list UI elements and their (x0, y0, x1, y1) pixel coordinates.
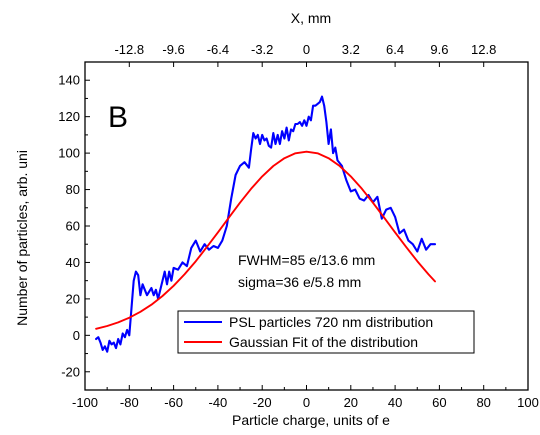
y-tick-label: 20 (66, 291, 80, 306)
x-tick-label: 40 (388, 395, 402, 410)
series-layer (95, 95, 437, 353)
x2-tick-label: 6.4 (386, 42, 404, 57)
top-axis-ticks: -12.8 -9.6 -6.4 -3.2 0 3.2 6.4 9.6 12.8 (114, 42, 496, 67)
legend: PSL particles 720 nm distribution Gaussi… (177, 310, 475, 354)
x2-tick-label: -3.2 (251, 42, 273, 57)
x2-tick-label: -6.4 (207, 42, 229, 57)
legend-label-gaussian: Gaussian Fit of the distribution (229, 334, 418, 350)
x2-tick-label: 9.6 (430, 42, 448, 57)
x2-tick-label: 12.8 (471, 42, 496, 57)
x-tick-label: 60 (432, 395, 446, 410)
x2-tick-label: 0 (303, 42, 310, 57)
y-axis-title: Number of particles, arb. uni (14, 150, 30, 326)
x-tick-label: 20 (344, 395, 358, 410)
x-tick-label: 0 (303, 395, 310, 410)
y-tick-label: 80 (66, 182, 80, 197)
x2-tick-label: 3.2 (342, 42, 360, 57)
x-axis-ticks: -100 -80 -60 -40 -20 0 20 40 60 80 100 (72, 385, 539, 410)
x-tick-label: -60 (164, 395, 183, 410)
y-tick-label: 40 (66, 255, 80, 270)
x-tick-label: 80 (476, 395, 490, 410)
x-axis-title: Particle charge, units of e (232, 412, 390, 428)
y-tick-label: 140 (58, 73, 80, 88)
y-tick-label: 120 (58, 109, 80, 124)
panel-label: B (108, 101, 128, 134)
y-tick-label: -20 (61, 364, 80, 379)
series-line-psl (95, 95, 437, 353)
legend-box (177, 310, 475, 354)
y-axis-ticks: -20 0 20 40 60 80 100 120 140 (58, 61, 90, 391)
x2-tick-label: -12.8 (114, 42, 144, 57)
legend-label-psl: PSL particles 720 nm distribution (229, 314, 433, 330)
annotation-fwhm: FWHM=85 e/13.6 mm (238, 252, 375, 268)
x-tick-label: -80 (120, 395, 139, 410)
y-tick-label: 60 (66, 219, 80, 234)
series-line-gaussian (95, 150, 436, 330)
x-tick-label: -100 (72, 395, 98, 410)
x2-tick-label: -9.6 (162, 42, 184, 57)
y-tick-label: 100 (58, 146, 80, 161)
x-tick-label: 100 (517, 395, 539, 410)
x-tick-label: -20 (253, 395, 272, 410)
x-tick-label: -40 (209, 395, 228, 410)
top-axis-title: X, mm (291, 10, 331, 26)
annotation-sigma: sigma=36 e/5.8 mm (238, 274, 361, 290)
y-tick-label: 0 (73, 328, 80, 343)
